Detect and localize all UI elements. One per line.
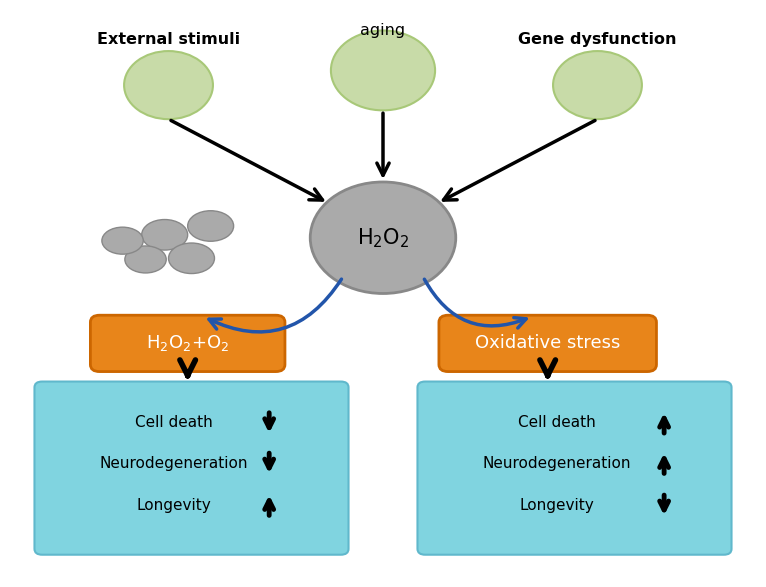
Circle shape: [553, 51, 642, 119]
FancyArrowPatch shape: [209, 279, 342, 332]
Text: Cell death: Cell death: [135, 416, 212, 430]
Ellipse shape: [142, 220, 188, 250]
Text: H$_2$O$_2$+O$_2$: H$_2$O$_2$+O$_2$: [146, 333, 229, 353]
Ellipse shape: [102, 227, 143, 254]
Text: Longevity: Longevity: [136, 498, 211, 513]
FancyBboxPatch shape: [439, 315, 656, 372]
Ellipse shape: [188, 211, 234, 241]
FancyBboxPatch shape: [34, 382, 349, 555]
Circle shape: [331, 31, 435, 110]
Ellipse shape: [125, 246, 166, 273]
Text: Cell death: Cell death: [518, 416, 595, 430]
Ellipse shape: [169, 243, 214, 274]
Text: Neurodegeneration: Neurodegeneration: [483, 456, 631, 471]
Text: Longevity: Longevity: [519, 498, 594, 513]
FancyBboxPatch shape: [417, 382, 732, 555]
Text: External stimuli: External stimuli: [97, 32, 240, 47]
Text: Oxidative stress: Oxidative stress: [475, 335, 620, 352]
Text: aging: aging: [361, 23, 405, 38]
FancyArrowPatch shape: [424, 279, 526, 328]
Text: H$_2$O$_2$: H$_2$O$_2$: [357, 226, 409, 249]
FancyBboxPatch shape: [90, 315, 285, 372]
Circle shape: [124, 51, 213, 119]
Text: Gene dysfunction: Gene dysfunction: [519, 32, 676, 47]
Circle shape: [310, 182, 456, 294]
Text: Neurodegeneration: Neurodegeneration: [100, 456, 248, 471]
